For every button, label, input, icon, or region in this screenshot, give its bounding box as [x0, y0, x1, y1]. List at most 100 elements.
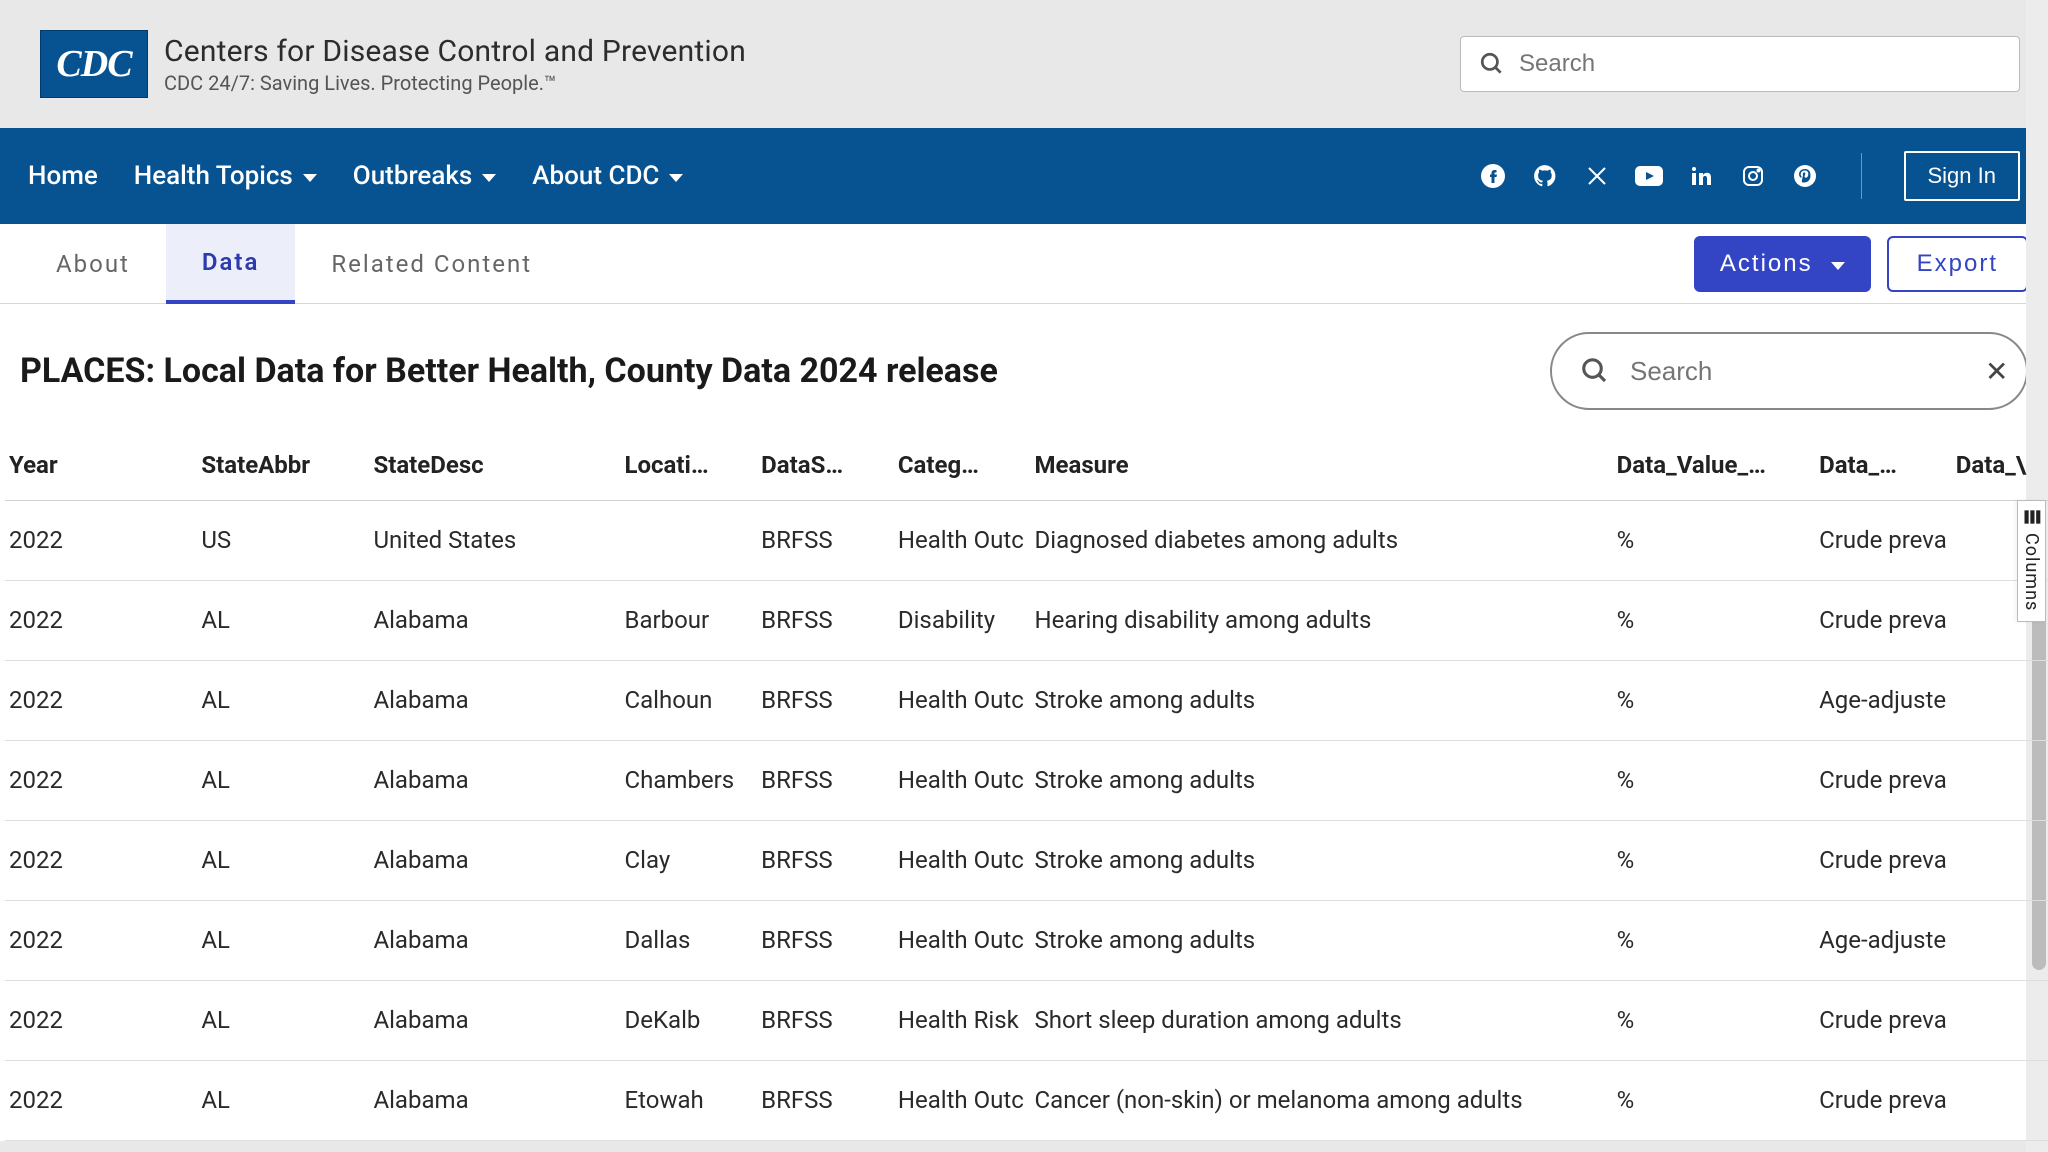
table-row[interactable]: 2022ALAlabamaClayBRFSSHealth OutcStroke … [5, 820, 2048, 900]
table-row[interactable]: 2022ALAlabamaDeKalbBRFSSHealth RiskShort… [5, 980, 2048, 1060]
table-cell: Chambers [621, 740, 758, 820]
table-cell: US [197, 500, 369, 580]
table-cell: Stroke among adults [1031, 660, 1613, 740]
cdc-logo[interactable]: CDC [40, 30, 148, 98]
table-cell: Dallas [621, 900, 758, 980]
youtube-icon[interactable] [1635, 162, 1663, 190]
table-cell: 2022 [5, 740, 197, 820]
table-cell: AL [197, 820, 369, 900]
site-search-input[interactable] [1519, 50, 2001, 78]
page-title: PLACES: Local Data for Better Health, Co… [20, 351, 998, 391]
tab-data[interactable]: Data [166, 224, 295, 304]
nav-divider [1861, 153, 1862, 199]
column-header[interactable]: Locati… [621, 430, 758, 500]
data-table: YearStateAbbrStateDescLocati…DataS…Categ… [5, 430, 2048, 1141]
table-cell: Etowah [621, 1060, 758, 1140]
table-cell: BRFSS [757, 660, 894, 740]
table-cell: BRFSS [757, 740, 894, 820]
table-cell: Alabama [369, 900, 620, 980]
column-header[interactable]: Categ… [894, 430, 1031, 500]
table-row[interactable]: 2022ALAlabamaCalhounBRFSSHealth OutcStro… [5, 660, 2048, 740]
nav-link-label: Outbreaks [353, 161, 472, 191]
column-header[interactable]: StateDesc [369, 430, 620, 500]
table-cell: AL [197, 900, 369, 980]
facebook-icon[interactable] [1479, 162, 1507, 190]
column-header[interactable]: Data_\ [1952, 430, 2048, 500]
tab-related-content[interactable]: Related Content [295, 224, 568, 304]
table-cell: Crude preva [1815, 500, 1952, 580]
columns-label: Columns [2021, 533, 2042, 611]
table-cell: 2022 [5, 820, 197, 900]
table-cell: 2022 [5, 980, 197, 1060]
table-cell: BRFSS [757, 500, 894, 580]
table-cell: Alabama [369, 660, 620, 740]
column-header[interactable]: StateAbbr [197, 430, 369, 500]
chevron-down-icon [1831, 262, 1845, 270]
table-cell: Cancer (non-skin) or melanoma among adul… [1031, 1060, 1613, 1140]
table-row[interactable]: 2022ALAlabamaChambersBRFSSHealth OutcStr… [5, 740, 2048, 820]
table-cell: Barbour [621, 580, 758, 660]
actions-button[interactable]: Actions [1694, 236, 1871, 292]
site-search[interactable] [1460, 36, 2020, 92]
table-row[interactable]: 2022USUnited StatesBRFSSHealth OutcDiagn… [5, 500, 2048, 580]
table-cell: % [1613, 580, 1815, 660]
chevron-down-icon [669, 174, 683, 182]
table-cell: Crude preva [1815, 820, 1952, 900]
nav-link-label: Home [28, 161, 98, 191]
github-icon[interactable] [1531, 162, 1559, 190]
table-cell: % [1613, 660, 1815, 740]
table-cell: Alabama [369, 820, 620, 900]
table-cell: Health Risk [894, 980, 1031, 1060]
column-header[interactable]: Data_… [1815, 430, 1952, 500]
table-search-input[interactable] [1630, 356, 1965, 387]
table-cell: BRFSS [757, 1060, 894, 1140]
table-row[interactable]: 2022ALAlabamaDallasBRFSSHealth OutcStrok… [5, 900, 2048, 980]
column-header[interactable]: Measure [1031, 430, 1613, 500]
column-header[interactable]: Data_Value_… [1613, 430, 1815, 500]
table-cell: Age-adjuste [1815, 660, 1952, 740]
table-cell: 2022 [5, 660, 197, 740]
nav-link-label: About CDC [532, 161, 659, 191]
table-cell: Short sleep duration among adults [1031, 980, 1613, 1060]
table-cell: Calhoun [621, 660, 758, 740]
table-cell: Alabama [369, 1060, 620, 1140]
table-row[interactable]: 2022ALAlabamaBarbourBRFSSDisabilityHeari… [5, 580, 2048, 660]
instagram-icon[interactable] [1739, 162, 1767, 190]
clear-icon[interactable]: ✕ [1985, 355, 2008, 388]
table-cell: Stroke among adults [1031, 900, 1613, 980]
table-cell: AL [197, 980, 369, 1060]
org-title: Centers for Disease Control and Preventi… [164, 34, 746, 69]
search-icon [1580, 356, 1610, 386]
table-cell: Health Outc [894, 740, 1031, 820]
site-header: CDC Centers for Disease Control and Prev… [0, 0, 2048, 128]
table-cell: % [1613, 980, 1815, 1060]
nav-link-health-topics[interactable]: Health Topics [134, 161, 317, 191]
table-search[interactable]: ✕ [1550, 332, 2028, 410]
table-cell: % [1613, 740, 1815, 820]
table-cell: Diagnosed diabetes among adults [1031, 500, 1613, 580]
nav-link-outbreaks[interactable]: Outbreaks [353, 161, 496, 191]
table-cell: Crude preva [1815, 980, 1952, 1060]
table-cell [1952, 900, 2048, 980]
sign-in-button[interactable]: Sign In [1904, 151, 2021, 201]
table-cell: United States [369, 500, 620, 580]
table-cell [1952, 820, 2048, 900]
table-cell: Crude preva [1815, 580, 1952, 660]
table-cell [621, 500, 758, 580]
table-cell: 2022 [5, 500, 197, 580]
table-row[interactable]: 2022ALAlabamaEtowahBRFSSHealth OutcCance… [5, 1060, 2048, 1140]
nav-link-home[interactable]: Home [28, 161, 98, 191]
table-cell: Crude preva [1815, 1060, 1952, 1140]
chevron-down-icon [303, 174, 317, 182]
nav-link-about-cdc[interactable]: About CDC [532, 161, 683, 191]
table-cell [1952, 980, 2048, 1060]
pinterest-icon[interactable] [1791, 162, 1819, 190]
x-icon[interactable] [1583, 162, 1611, 190]
linkedin-icon[interactable] [1687, 162, 1715, 190]
columns-panel-toggle[interactable]: Columns [2017, 500, 2046, 622]
column-header[interactable]: DataS… [757, 430, 894, 500]
export-button[interactable]: Export [1887, 236, 2028, 292]
column-header[interactable]: Year [5, 430, 197, 500]
table-cell: Clay [621, 820, 758, 900]
tab-about[interactable]: About [20, 224, 166, 304]
